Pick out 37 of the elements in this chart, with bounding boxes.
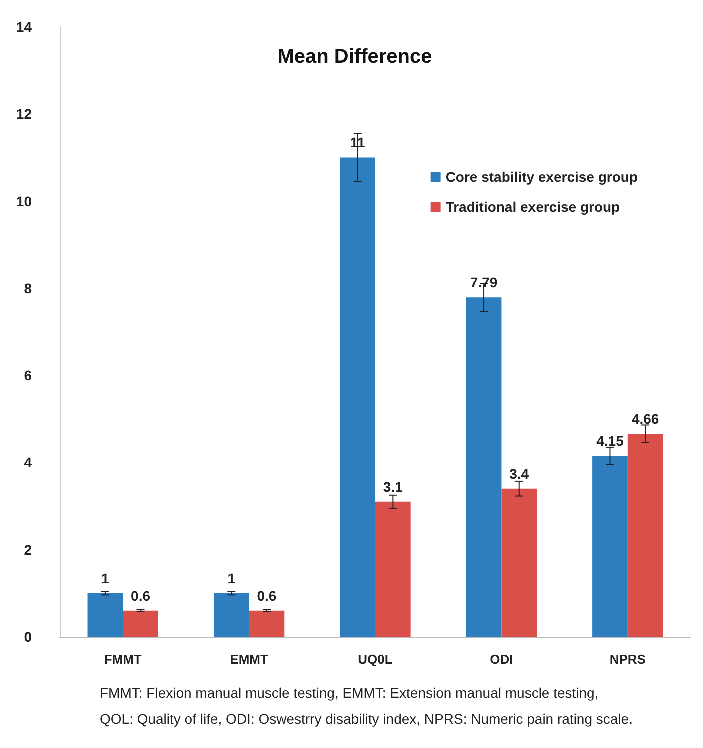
data-label: 4.66: [632, 410, 660, 427]
bar: [376, 502, 411, 637]
y-tick-label: 14: [16, 19, 32, 35]
bar: [628, 434, 664, 637]
data-label: 3.1: [383, 478, 404, 495]
bar: [592, 456, 628, 637]
y-tick-label: 2: [24, 542, 32, 558]
text: Mean Difference: [278, 46, 432, 68]
bar: [214, 593, 250, 637]
bar: [88, 593, 124, 637]
x-tick-label: EMMT: [230, 652, 268, 667]
x-tick-label: ODI: [490, 652, 514, 667]
legend-label: Core stability exercise group: [446, 169, 638, 185]
bar: [466, 298, 502, 637]
data-label: 7.79: [470, 274, 498, 291]
bar: [249, 610, 285, 637]
y-tick-label: 4: [24, 454, 32, 471]
data-label: 1: [102, 570, 110, 586]
y-tick-label: 8: [24, 280, 32, 296]
x-tick-label: UQ0L: [358, 652, 393, 667]
data-label: 0.6: [131, 588, 151, 604]
legend-label: Traditional exercise group: [446, 199, 620, 215]
y-tick-label: 12: [16, 106, 32, 122]
bar: [502, 488, 538, 637]
x-tick-label: NPRS: [610, 652, 646, 667]
bar: [340, 158, 376, 637]
y-tick-label: 6: [24, 368, 32, 384]
text: FMMT: Flexion manual muscle testing, EMMT: Extension manual muscle testing,: [100, 684, 600, 703]
bar: [123, 610, 158, 637]
y-tick-label: 0: [24, 629, 32, 645]
text: QOL: Quality of life, ODI: Oswestrry disability index, NPRS: Numeric pain rating scale.: [100, 710, 634, 729]
x-tick-label: FMMT: [104, 652, 142, 667]
data-label: 3.4: [510, 466, 530, 482]
data-label: 1: [228, 570, 236, 586]
y-tick-label: 10: [16, 193, 32, 210]
data-label: 0.6: [257, 588, 277, 604]
data-label: 4.15: [596, 433, 624, 450]
